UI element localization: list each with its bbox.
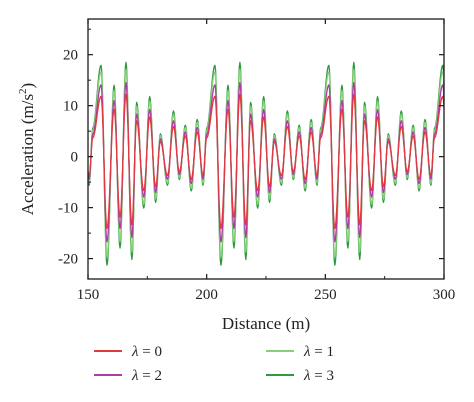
y-axis-ticks: -20 -10 0 10 20 bbox=[58, 28, 444, 268]
legend-label-lambda-0: λ = 0 bbox=[131, 344, 162, 360]
y-tick-label: 10 bbox=[63, 99, 78, 115]
y-axis-title-sup: 2 bbox=[17, 88, 29, 94]
legend-label-lambda-1: λ = 1 bbox=[303, 344, 334, 360]
x-tick-label: 200 bbox=[195, 287, 218, 303]
y-tick-label: -10 bbox=[58, 201, 78, 217]
y-axis-title-tail: ) bbox=[18, 83, 37, 89]
legend-symbol: λ bbox=[131, 344, 142, 360]
legend-value: = 2 bbox=[142, 368, 162, 384]
x-tick-label: 150 bbox=[77, 287, 100, 303]
legend-value: = 0 bbox=[142, 344, 162, 360]
y-tick-label: 20 bbox=[63, 48, 78, 64]
legend-label-lambda-3: λ = 3 bbox=[303, 368, 334, 384]
legend-symbol: λ bbox=[303, 368, 314, 384]
x-tick-label: 300 bbox=[433, 287, 456, 303]
x-tick-label: 250 bbox=[314, 287, 337, 303]
series-line-lambda-1 bbox=[87, 68, 445, 259]
plot-lines bbox=[87, 61, 445, 266]
series-line-lambda-3 bbox=[87, 61, 445, 266]
y-axis-title: Acceleration (m/s2) bbox=[17, 83, 37, 215]
legend-value: = 1 bbox=[314, 344, 334, 360]
x-axis-title: Distance (m) bbox=[222, 314, 310, 333]
legend-symbol: λ bbox=[303, 344, 314, 360]
y-tick-label: 0 bbox=[71, 150, 79, 166]
legend-label-lambda-2: λ = 2 bbox=[131, 368, 162, 384]
legend-symbol: λ bbox=[131, 368, 142, 384]
y-tick-label: -20 bbox=[58, 252, 78, 268]
series-line-lambda-2 bbox=[87, 81, 445, 243]
y-axis-title-main: Acceleration (m/s bbox=[18, 94, 37, 215]
legend-value: = 3 bbox=[314, 368, 334, 384]
series-line-lambda-0 bbox=[87, 93, 445, 229]
x-axis-ticks: 150 200 250 300 bbox=[77, 19, 456, 303]
